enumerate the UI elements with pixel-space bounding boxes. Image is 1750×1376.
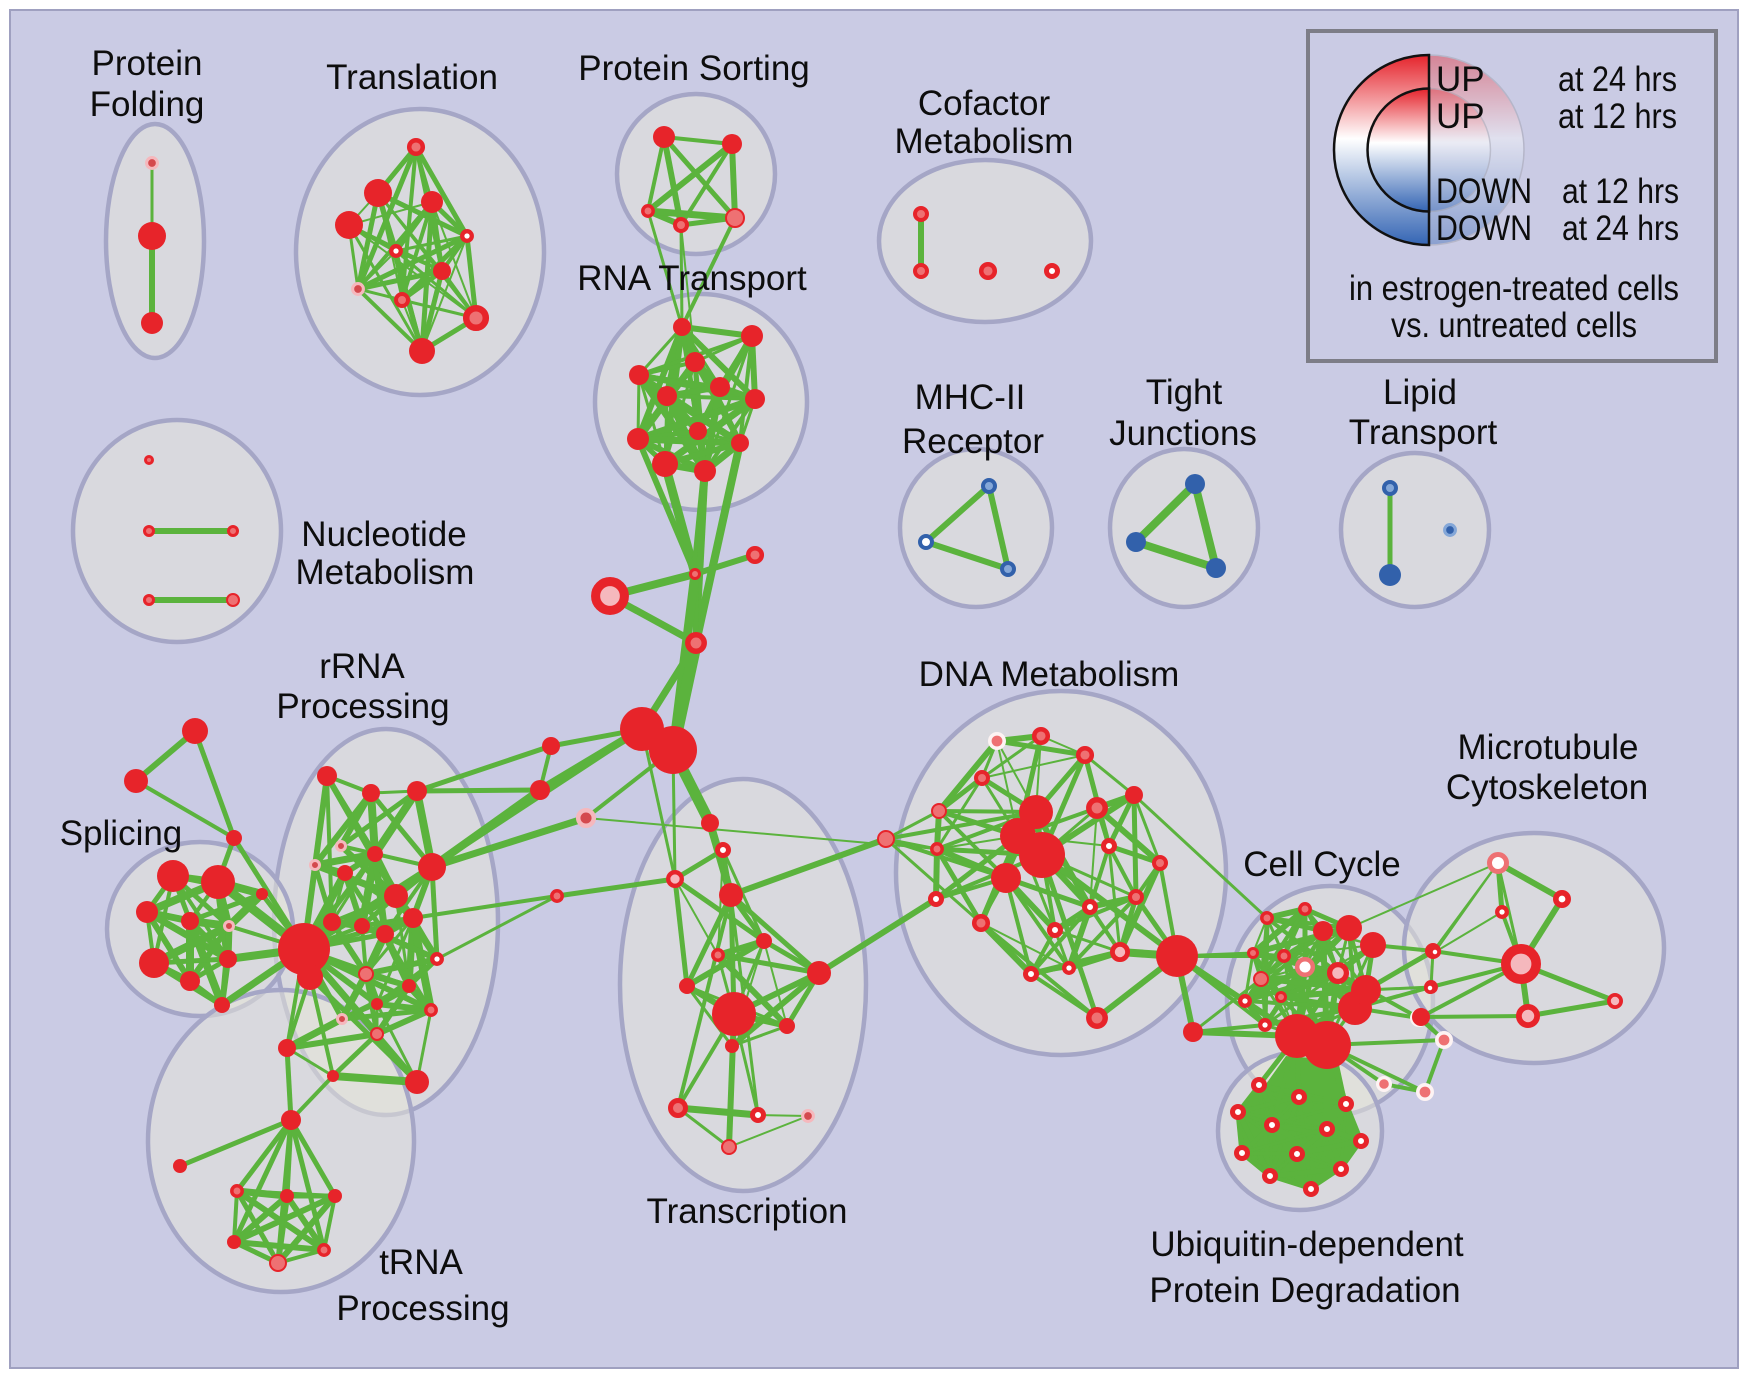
svg-text:Translation: Translation — [326, 58, 498, 97]
svg-text:Lipid: Lipid — [1383, 373, 1457, 412]
svg-text:Cell Cycle: Cell Cycle — [1243, 845, 1401, 884]
svg-text:at 12 hrs: at 12 hrs — [1558, 97, 1677, 136]
svg-text:Processing: Processing — [336, 1289, 509, 1328]
svg-text:at 12 hrs: at 12 hrs — [1562, 172, 1679, 211]
svg-text:vs. untreated cells: vs. untreated cells — [1391, 306, 1637, 345]
svg-text:Protein: Protein — [92, 44, 203, 83]
svg-text:Protein Degradation: Protein Degradation — [1149, 1271, 1460, 1310]
svg-text:DOWN: DOWN — [1436, 209, 1532, 248]
svg-text:Metabolism: Metabolism — [895, 122, 1074, 161]
svg-text:DOWN: DOWN — [1436, 172, 1532, 211]
svg-text:UP: UP — [1436, 97, 1485, 136]
svg-text:Folding: Folding — [90, 85, 205, 124]
svg-text:at 24 hrs: at 24 hrs — [1562, 209, 1679, 248]
svg-text:RNA Transport: RNA Transport — [577, 259, 807, 298]
svg-text:rRNA: rRNA — [319, 647, 405, 686]
svg-text:Junctions: Junctions — [1109, 414, 1257, 453]
svg-text:Transcription: Transcription — [647, 1192, 848, 1231]
svg-text:Processing: Processing — [276, 687, 449, 726]
svg-text:in estrogen-treated cells: in estrogen-treated cells — [1349, 269, 1679, 308]
svg-text:Splicing: Splicing — [60, 814, 183, 853]
svg-text:MHC-II: MHC-II — [915, 378, 1026, 417]
svg-text:Cofactor: Cofactor — [918, 84, 1051, 123]
svg-text:tRNA: tRNA — [379, 1243, 463, 1282]
svg-text:Nucleotide: Nucleotide — [301, 515, 466, 554]
svg-text:at 24 hrs: at 24 hrs — [1558, 60, 1677, 99]
svg-text:DNA Metabolism: DNA Metabolism — [919, 655, 1180, 694]
svg-text:Receptor: Receptor — [902, 422, 1044, 461]
svg-text:Tight: Tight — [1146, 373, 1223, 412]
svg-text:Microtubule: Microtubule — [1458, 728, 1639, 767]
svg-text:Metabolism: Metabolism — [296, 553, 475, 592]
svg-text:UP: UP — [1436, 60, 1485, 99]
svg-text:Cytoskeleton: Cytoskeleton — [1446, 768, 1648, 807]
svg-text:Protein Sorting: Protein Sorting — [578, 49, 810, 88]
svg-text:Transport: Transport — [1349, 413, 1498, 452]
svg-text:Ubiquitin-dependent: Ubiquitin-dependent — [1150, 1225, 1464, 1264]
